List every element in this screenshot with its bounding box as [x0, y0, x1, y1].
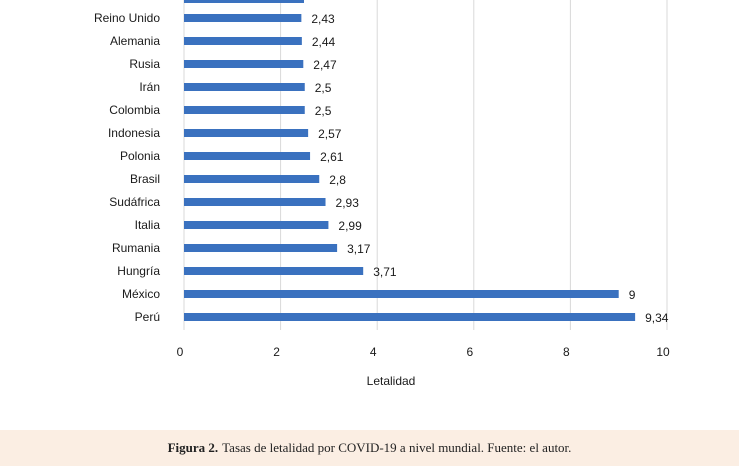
- value-label: 2,47: [313, 58, 337, 72]
- bar: [184, 129, 309, 137]
- bar: [184, 198, 326, 206]
- grid-lines: [183, 0, 668, 330]
- value-label: 2,5: [315, 104, 332, 118]
- category-label: Reino Unido: [94, 11, 160, 25]
- x-tick-label: 8: [563, 345, 570, 359]
- value-label: 2,99: [338, 219, 362, 233]
- category-label: Alemania: [110, 34, 160, 48]
- value-label: 3,71: [373, 265, 397, 279]
- bar: [184, 106, 305, 114]
- x-axis-title: Letalidad: [367, 374, 416, 388]
- category-label: Hungría: [117, 264, 160, 278]
- x-tick-labels: 0 2 4 6 8 10: [177, 345, 670, 359]
- category-label: Polonia: [120, 149, 160, 163]
- bar: [184, 267, 364, 275]
- bar: [184, 152, 311, 160]
- clipped-bar: [184, 0, 304, 3]
- category-label: Italia: [135, 218, 161, 232]
- value-label: 2,5: [315, 81, 332, 95]
- bar: [184, 60, 304, 68]
- x-tick-label: 0: [177, 345, 184, 359]
- value-label: 2,8: [329, 173, 346, 187]
- bar: [184, 14, 302, 22]
- value-label: 2,57: [318, 127, 342, 141]
- x-tick-label: 10: [656, 345, 670, 359]
- bar: [184, 83, 305, 91]
- value-label: 2,93: [336, 196, 360, 210]
- category-label: Colombia: [109, 103, 160, 117]
- category-label: Rumania: [112, 241, 160, 255]
- bar: [184, 175, 320, 183]
- caption-label: Figura 2.: [167, 440, 219, 455]
- bars: [184, 14, 636, 321]
- category-label: Irán: [139, 80, 160, 94]
- bar-chart: Reino Unido Alemania Rusia Irán Colombia Indo…: [94, 0, 670, 388]
- value-label: 2,61: [320, 150, 344, 164]
- caption-text: Tasas de letalidad por COVID-19 a nivel …: [222, 440, 572, 455]
- value-label: 9: [629, 288, 636, 302]
- clipped-top-bar: [184, 0, 304, 3]
- category-label: Perú: [135, 310, 160, 324]
- value-labels: 2,43 2,44 2,47 2,5 2,5 2,57 2,61 2,8 2,93 2,99 3,1…: [311, 12, 668, 325]
- value-label: 2,43: [311, 12, 335, 26]
- category-label: Rusia: [129, 57, 160, 71]
- x-tick-label: 4: [370, 345, 377, 359]
- bar: [184, 37, 302, 45]
- value-label: 9,34: [645, 311, 669, 325]
- bar: [184, 313, 636, 321]
- category-label: Brasil: [130, 172, 160, 186]
- category-label: México: [122, 287, 160, 301]
- x-tick-label: 6: [466, 345, 473, 359]
- value-label: 2,44: [312, 35, 336, 49]
- value-label: 3,17: [347, 242, 371, 256]
- x-tick-label: 2: [273, 345, 280, 359]
- bar: [184, 221, 329, 229]
- category-label: Indonesia: [108, 126, 160, 140]
- figure-caption: Figura 2. Tasas de letalidad por COVID-1…: [0, 430, 739, 466]
- bar: [184, 290, 619, 298]
- category-label: Sudáfrica: [109, 195, 160, 209]
- bar: [184, 244, 338, 252]
- category-labels: Reino Unido Alemania Rusia Irán Colombia Indo…: [94, 11, 160, 324]
